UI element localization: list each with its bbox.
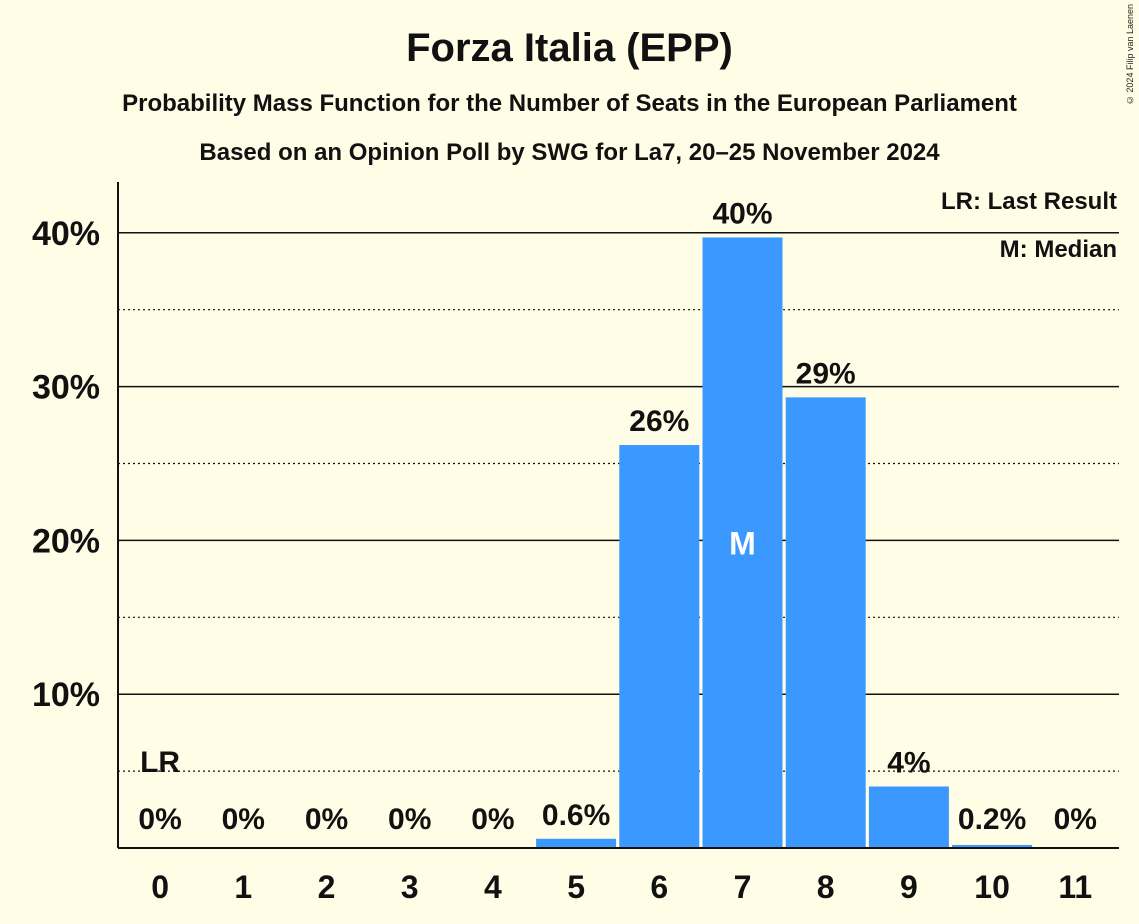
axes-group: 10% 20% 30% 40% 0 1 2 3 4 5 6 7 8 9 10 11: [32, 182, 1119, 905]
legend-background: [993, 234, 1123, 265]
bars-group: [536, 237, 1033, 848]
data-label: 29%: [796, 357, 856, 390]
data-label: 0%: [305, 803, 348, 836]
bar: [785, 397, 866, 848]
y-tick-label: 20%: [32, 522, 100, 560]
x-tick-label: 9: [900, 869, 918, 905]
data-label: 0%: [138, 803, 181, 836]
x-tick-label: 3: [401, 869, 419, 905]
y-tick-label: 40%: [32, 215, 100, 253]
chart-source-subtitle: Based on an Opinion Poll by SWG for La7,…: [199, 139, 940, 166]
last-result-marker: LR: [140, 746, 180, 779]
data-labels-group: 0% LR 0% 0% 0% 0% 0.6% 26% 40% M 29% 4% 0.2% 0%: [138, 197, 1097, 836]
bar: [952, 844, 1033, 848]
legend-background: [934, 186, 1124, 217]
data-label: 4%: [887, 746, 930, 779]
data-label: 0%: [1054, 803, 1097, 836]
y-tick-label: 30%: [32, 369, 100, 407]
bar: [536, 838, 617, 848]
data-label: 40%: [712, 197, 772, 230]
legend-last-result: LR: Last Result: [941, 188, 1117, 215]
data-label: 26%: [629, 405, 689, 438]
bar: [868, 786, 949, 848]
median-marker: M: [729, 526, 756, 562]
x-tick-label: 4: [484, 869, 502, 905]
gridlines: [118, 232, 1119, 772]
data-label: 0%: [471, 803, 514, 836]
data-label: 0.2%: [958, 803, 1026, 836]
x-tick-label: 6: [650, 869, 668, 905]
x-tick-label: 10: [974, 869, 1010, 905]
data-label: 0%: [222, 803, 265, 836]
x-tick-label: 1: [234, 869, 252, 905]
legend-median: M: Median: [1000, 236, 1117, 263]
x-tick-label: 0: [151, 869, 169, 905]
x-tick-label: 5: [567, 869, 585, 905]
x-tick-label: 7: [734, 869, 752, 905]
y-tick-label: 10%: [32, 676, 100, 714]
x-tick-label: 11: [1058, 869, 1092, 905]
chart-title: Forza Italia (EPP): [406, 26, 733, 70]
bar: [702, 237, 783, 848]
x-tick-label: 2: [318, 869, 336, 905]
x-tick-label: 8: [817, 869, 835, 905]
data-label: 0.6%: [542, 799, 610, 832]
data-label: 0%: [388, 803, 431, 836]
chart-subtitle: Probability Mass Function for the Number…: [122, 90, 1017, 117]
bar: [619, 445, 700, 848]
